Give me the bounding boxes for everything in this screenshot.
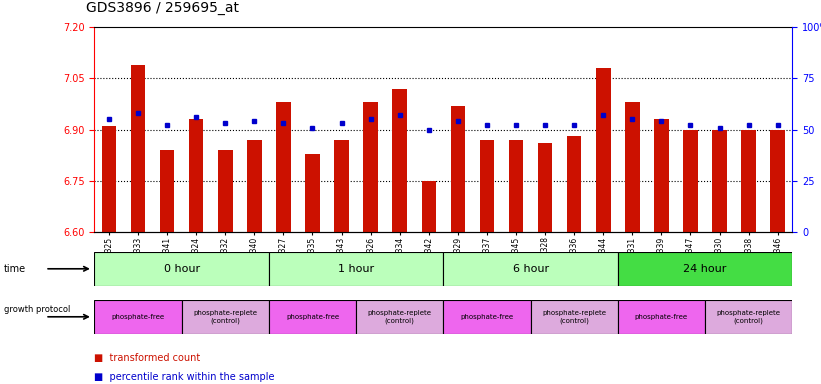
Bar bbox=[305, 154, 319, 232]
Bar bbox=[443, 300, 530, 334]
Text: ■  transformed count: ■ transformed count bbox=[94, 353, 200, 363]
Bar bbox=[538, 143, 553, 232]
Text: phosphate-replete
(control): phosphate-replete (control) bbox=[542, 310, 606, 324]
Bar bbox=[189, 119, 204, 232]
Bar bbox=[567, 136, 581, 232]
Bar bbox=[364, 102, 378, 232]
Text: 1 hour: 1 hour bbox=[338, 264, 374, 274]
Bar bbox=[713, 130, 727, 232]
Bar bbox=[741, 130, 756, 232]
Bar bbox=[770, 130, 785, 232]
Bar bbox=[218, 150, 232, 232]
Text: phosphate-free: phosphate-free bbox=[112, 314, 164, 320]
Text: growth protocol: growth protocol bbox=[4, 305, 71, 314]
Bar bbox=[443, 252, 618, 286]
Bar bbox=[160, 150, 174, 232]
Text: GDS3896 / 259695_at: GDS3896 / 259695_at bbox=[86, 2, 239, 15]
Bar bbox=[356, 300, 443, 334]
Text: phosphate-replete
(control): phosphate-replete (control) bbox=[368, 310, 432, 324]
Bar bbox=[654, 119, 668, 232]
Bar bbox=[451, 106, 466, 232]
Text: phosphate-replete
(control): phosphate-replete (control) bbox=[193, 310, 257, 324]
Bar bbox=[596, 68, 611, 232]
Bar bbox=[276, 102, 291, 232]
Bar bbox=[617, 252, 792, 286]
Text: phosphate-free: phosphate-free bbox=[635, 314, 688, 320]
Bar bbox=[509, 140, 523, 232]
Bar bbox=[479, 140, 494, 232]
Bar bbox=[392, 89, 407, 232]
Text: 6 hour: 6 hour bbox=[512, 264, 548, 274]
Text: 0 hour: 0 hour bbox=[163, 264, 200, 274]
Text: phosphate-replete
(control): phosphate-replete (control) bbox=[717, 310, 781, 324]
Text: phosphate-free: phosphate-free bbox=[286, 314, 339, 320]
Bar bbox=[131, 65, 145, 232]
Bar bbox=[102, 126, 117, 232]
Bar bbox=[705, 300, 792, 334]
Bar bbox=[683, 130, 698, 232]
Text: time: time bbox=[4, 264, 26, 274]
Bar bbox=[94, 252, 269, 286]
Bar bbox=[625, 102, 640, 232]
Text: ■  percentile rank within the sample: ■ percentile rank within the sample bbox=[94, 372, 275, 382]
Bar bbox=[247, 140, 262, 232]
Bar bbox=[617, 300, 705, 334]
Bar bbox=[334, 140, 349, 232]
Text: phosphate-free: phosphate-free bbox=[461, 314, 513, 320]
Bar bbox=[269, 252, 443, 286]
Bar bbox=[269, 300, 356, 334]
Bar bbox=[181, 300, 269, 334]
Text: 24 hour: 24 hour bbox=[683, 264, 727, 274]
Bar bbox=[94, 300, 181, 334]
Bar bbox=[421, 181, 436, 232]
Bar bbox=[530, 300, 618, 334]
